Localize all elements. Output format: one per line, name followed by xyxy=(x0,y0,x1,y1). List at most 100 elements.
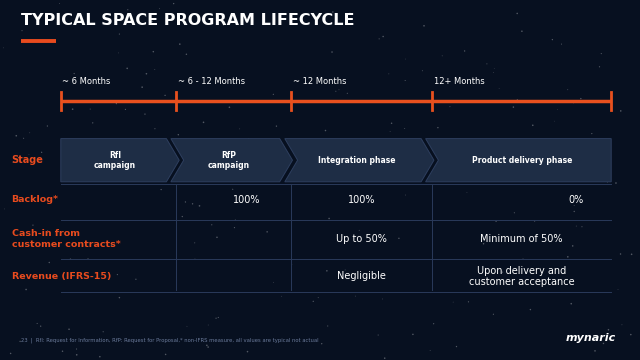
Point xyxy=(433,125,443,131)
Point xyxy=(65,256,76,262)
Point xyxy=(88,120,98,126)
Text: Product delivery phase: Product delivery phase xyxy=(472,156,572,165)
Point xyxy=(190,256,200,262)
Point xyxy=(587,131,597,136)
Text: RfI
campaign: RfI campaign xyxy=(94,150,136,170)
Point xyxy=(11,133,21,139)
Point xyxy=(262,229,272,235)
Point xyxy=(334,87,344,93)
Point xyxy=(585,157,595,162)
Point xyxy=(207,222,217,228)
Point xyxy=(512,97,522,103)
Point xyxy=(72,346,82,352)
Point xyxy=(168,1,179,6)
Point xyxy=(123,7,133,13)
Point xyxy=(384,71,394,77)
Point xyxy=(590,348,600,354)
Point xyxy=(576,96,586,102)
Point xyxy=(394,235,404,241)
Point xyxy=(141,71,152,77)
Point xyxy=(327,49,337,55)
Point xyxy=(461,150,471,156)
Point xyxy=(228,186,238,192)
Text: Negligible: Negligible xyxy=(337,271,386,282)
Point xyxy=(67,106,77,112)
Point xyxy=(596,51,606,57)
Point xyxy=(287,262,297,267)
Point xyxy=(140,111,150,117)
Point xyxy=(626,332,636,337)
Point xyxy=(32,321,42,327)
Point xyxy=(350,293,360,299)
Point xyxy=(331,89,341,94)
Point xyxy=(512,10,522,16)
Point xyxy=(58,348,68,354)
Point xyxy=(182,323,192,329)
Point xyxy=(378,296,388,302)
Point xyxy=(529,218,540,224)
Point xyxy=(595,64,605,70)
Point xyxy=(460,48,470,54)
Point xyxy=(494,85,504,91)
Point xyxy=(338,161,348,166)
Point xyxy=(385,129,396,134)
Point xyxy=(321,128,331,134)
Point xyxy=(69,71,79,76)
Text: Stage: Stage xyxy=(12,155,44,165)
Point xyxy=(73,19,83,24)
Point xyxy=(425,347,435,353)
Point xyxy=(198,120,209,125)
Point xyxy=(257,171,268,177)
Point xyxy=(19,135,29,141)
Point xyxy=(566,301,577,307)
Point xyxy=(308,298,318,304)
Point xyxy=(547,37,557,42)
Point xyxy=(374,36,384,42)
Point xyxy=(354,228,364,233)
Point xyxy=(36,323,46,329)
Point xyxy=(527,122,538,128)
Point xyxy=(42,123,52,129)
Point xyxy=(202,342,212,348)
Point xyxy=(230,217,241,223)
Point xyxy=(85,106,95,112)
Point xyxy=(491,219,501,224)
Text: TYPICAL SPACE PROGRAM LIFECYCLE: TYPICAL SPACE PROGRAM LIFECYCLE xyxy=(21,13,355,28)
Text: 23  |  RfI: Request for Information, RfP: Request for Proposal,* non-IFRS measur: 23 | RfI: Request for Information, RfP: … xyxy=(21,337,319,343)
Point xyxy=(616,251,626,257)
Text: 12+ Months: 12+ Months xyxy=(434,77,484,86)
Point xyxy=(518,256,528,261)
Point xyxy=(569,208,579,214)
Point xyxy=(95,354,105,360)
Point xyxy=(200,11,211,17)
Point xyxy=(602,180,612,185)
Point xyxy=(448,299,458,305)
Point xyxy=(311,169,321,175)
Point xyxy=(451,344,461,350)
Point xyxy=(194,149,204,155)
Point xyxy=(482,61,492,67)
Text: 100%: 100% xyxy=(348,195,375,205)
Point xyxy=(0,45,9,51)
Point xyxy=(212,234,222,240)
Point xyxy=(546,137,556,143)
Point xyxy=(271,123,282,129)
Point xyxy=(345,10,355,16)
Text: Revenue (IFRS-15): Revenue (IFRS-15) xyxy=(12,272,111,281)
Point xyxy=(111,101,122,107)
Point xyxy=(563,87,573,93)
Point xyxy=(64,327,74,332)
Point xyxy=(268,91,278,97)
Point xyxy=(437,53,447,59)
Polygon shape xyxy=(285,139,434,182)
Text: ~ 12 Months: ~ 12 Months xyxy=(293,77,347,86)
Point xyxy=(51,20,61,26)
Point xyxy=(419,23,429,29)
Point xyxy=(6,351,16,356)
Point xyxy=(21,287,31,292)
Point xyxy=(84,153,94,158)
Point xyxy=(137,84,147,90)
Point xyxy=(188,201,198,207)
Point xyxy=(104,176,115,182)
Point xyxy=(598,341,609,346)
